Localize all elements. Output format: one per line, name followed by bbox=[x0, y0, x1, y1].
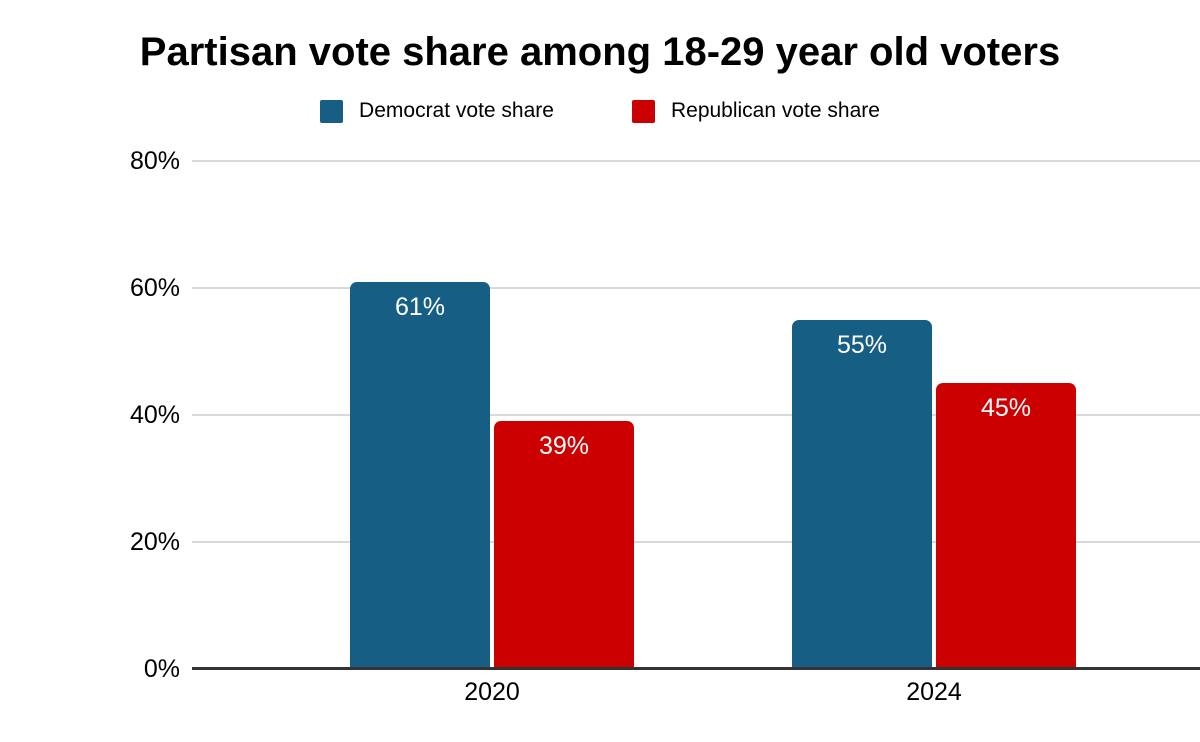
bar-value-label-2024-democrat: 55% bbox=[836, 330, 888, 359]
legend: Democrat vote share Republican vote shar… bbox=[0, 99, 1200, 123]
x-axis-label-2024: 2024 bbox=[906, 678, 962, 706]
legend-label-democrat: Democrat vote share bbox=[359, 99, 554, 122]
bar-democrat-2020: 61% bbox=[350, 281, 490, 669]
y-tick-label-0%: 0% bbox=[143, 655, 180, 683]
republican-swatch-icon bbox=[631, 99, 655, 123]
bar-democrat-2024: 55% bbox=[792, 319, 932, 669]
chart-title: Partisan vote share among 18-29 year old… bbox=[139, 30, 1061, 74]
bar-value-label-2020-democrat: 61% bbox=[394, 292, 446, 321]
x-axis-label-2020: 2020 bbox=[464, 678, 520, 706]
legend-item-democrat: Democrat vote share bbox=[320, 99, 554, 123]
democrat-swatch-icon bbox=[320, 99, 344, 123]
gridline-80% bbox=[192, 160, 1200, 162]
y-tick-label-40%: 40% bbox=[129, 401, 180, 429]
bar-republican-2024: 45% bbox=[936, 383, 1076, 669]
bar-value-label-2024-republican: 45% bbox=[980, 394, 1032, 423]
gridline-20% bbox=[192, 541, 1200, 543]
y-tick-label-80%: 80% bbox=[129, 147, 180, 175]
y-tick-label-60%: 60% bbox=[129, 274, 180, 302]
gridline-40% bbox=[192, 414, 1200, 416]
gridline-60% bbox=[192, 287, 1200, 289]
legend-item-republican: Republican vote share bbox=[631, 99, 880, 123]
x-axis-line bbox=[192, 667, 1200, 670]
bar-value-label-2020-republican: 39% bbox=[538, 432, 590, 461]
bar-republican-2020: 39% bbox=[494, 421, 634, 669]
legend-label-republican: Republican vote share bbox=[670, 99, 880, 122]
y-tick-label-20%: 20% bbox=[129, 528, 180, 556]
